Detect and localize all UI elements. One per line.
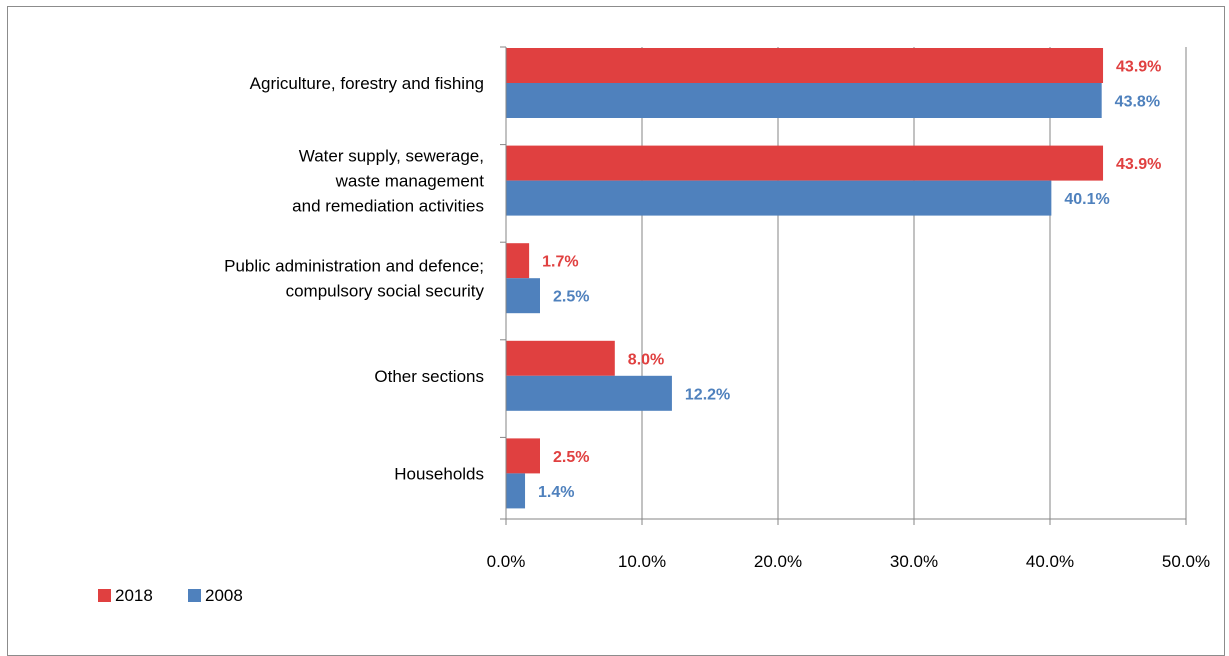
- x-tick-label: 40.0%: [1026, 552, 1074, 571]
- labels: 0.0% 10.0% 20.0% 30.0% 40.0% 50.0% 43.9% 43.8% A…: [224, 59, 1210, 572]
- category-label: and remediation activities: [292, 197, 484, 216]
- bar-2008: [506, 83, 1102, 118]
- x-tick-label: 0.0%: [487, 552, 526, 571]
- data-label-2018: 43.9%: [1116, 59, 1161, 76]
- category-label: Public administration and defence;: [224, 257, 484, 276]
- bar-2018: [506, 243, 529, 278]
- legend-swatch-2018: [98, 589, 111, 602]
- legend: 2018 2008: [98, 586, 243, 605]
- data-label-2018: 2.5%: [553, 449, 589, 466]
- bar-2008: [506, 181, 1051, 216]
- category-label: waste management: [335, 172, 485, 191]
- legend-label-2018: 2018: [115, 586, 153, 605]
- data-label-2008: 1.4%: [538, 484, 574, 501]
- bar-2018: [506, 341, 615, 376]
- data-label-2018: 8.0%: [628, 351, 664, 368]
- category-label: compulsory social security: [286, 282, 485, 301]
- category-label: Households: [394, 464, 484, 483]
- data-label-2008: 2.5%: [553, 289, 589, 306]
- category-label: Other sections: [374, 367, 484, 386]
- legend-label-2008: 2008: [205, 586, 243, 605]
- data-label-2018: 1.7%: [542, 254, 578, 271]
- x-tick-label: 30.0%: [890, 552, 938, 571]
- bar-2018: [506, 438, 540, 473]
- x-tick-label: 10.0%: [618, 552, 666, 571]
- axes: [500, 47, 1186, 525]
- data-label-2018: 43.9%: [1116, 156, 1161, 173]
- data-label-2008: 43.8%: [1115, 94, 1160, 111]
- bar-2008: [506, 473, 525, 508]
- data-label-2008: 40.1%: [1064, 191, 1109, 208]
- category-label: Agriculture, forestry and fishing: [250, 74, 484, 93]
- bar-2008: [506, 278, 540, 313]
- bar-2018: [506, 48, 1103, 83]
- bars: [506, 48, 1103, 508]
- legend-swatch-2008: [188, 589, 201, 602]
- x-tick-label: 50.0%: [1162, 552, 1210, 571]
- x-tick-label: 20.0%: [754, 552, 802, 571]
- bar-2018: [506, 146, 1103, 181]
- category-label: Water supply, sewerage,: [299, 147, 484, 166]
- bar-2008: [506, 376, 672, 411]
- data-label-2008: 12.2%: [685, 386, 730, 403]
